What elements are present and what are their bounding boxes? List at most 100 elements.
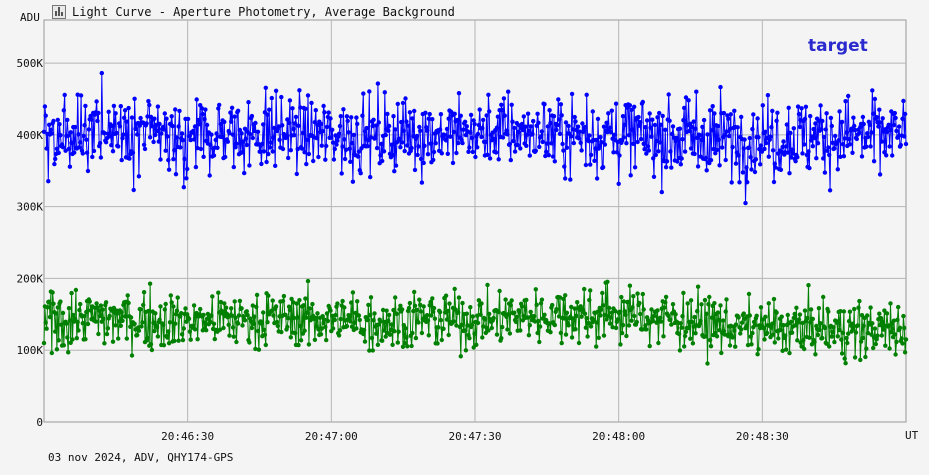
data-point	[552, 322, 557, 328]
data-point	[570, 127, 576, 132]
data-point	[368, 312, 373, 318]
data-point	[166, 157, 171, 163]
data-point	[183, 306, 188, 311]
data-point	[203, 320, 208, 325]
data-point	[594, 320, 600, 325]
data-point	[758, 143, 764, 148]
data-point	[774, 118, 779, 124]
data-point	[379, 141, 384, 147]
data-point	[45, 305, 50, 310]
data-point	[746, 145, 752, 150]
data-point	[688, 146, 694, 151]
data-point	[208, 319, 213, 325]
data-point	[873, 341, 878, 347]
data-point	[319, 143, 324, 148]
data-point	[693, 331, 698, 336]
chart-icon[interactable]	[52, 5, 66, 19]
data-point	[69, 140, 74, 145]
data-point	[662, 305, 667, 310]
data-point	[251, 321, 256, 326]
data-point	[631, 294, 636, 299]
data-point	[54, 347, 60, 352]
data-point	[302, 328, 307, 333]
data-point	[145, 335, 150, 341]
window-title: Light Curve - Aperture Photometry, Avera…	[72, 5, 455, 19]
data-point	[870, 321, 875, 326]
data-point	[109, 143, 114, 148]
data-point	[218, 299, 224, 305]
data-point	[607, 305, 612, 311]
data-point	[607, 321, 613, 326]
data-point	[676, 331, 682, 337]
data-point	[68, 130, 73, 135]
data-point	[505, 327, 510, 332]
data-point	[832, 339, 837, 345]
data-point	[125, 293, 130, 298]
data-point	[497, 288, 502, 294]
data-point	[269, 95, 274, 101]
data-point	[380, 158, 385, 164]
data-point	[648, 125, 653, 130]
data-point	[240, 150, 245, 155]
data-point	[582, 128, 587, 134]
data-point	[771, 179, 777, 185]
data-point	[720, 318, 726, 323]
data-point	[395, 101, 400, 107]
data-point	[448, 134, 453, 139]
data-point	[611, 150, 616, 155]
data-point	[597, 143, 602, 148]
data-point	[707, 294, 712, 300]
data-point	[902, 111, 908, 117]
data-point	[240, 323, 245, 328]
data-point	[769, 125, 774, 130]
data-point	[116, 319, 122, 324]
data-point	[83, 337, 88, 342]
data-point	[141, 302, 146, 308]
data-point	[853, 330, 859, 335]
data-point	[632, 104, 637, 110]
data-point	[739, 327, 744, 332]
data-point	[243, 136, 249, 141]
data-point	[902, 325, 907, 331]
data-point	[460, 140, 465, 146]
data-point	[406, 305, 412, 311]
data-point	[728, 112, 733, 117]
data-point	[736, 153, 741, 158]
data-point	[741, 146, 746, 151]
data-point	[323, 157, 328, 162]
data-point	[454, 150, 459, 156]
data-point	[286, 120, 292, 126]
data-point	[431, 157, 436, 163]
data-point	[279, 329, 284, 335]
data-point	[860, 114, 866, 120]
data-point	[829, 334, 834, 339]
data-point	[275, 323, 280, 329]
data-point	[60, 145, 66, 150]
data-point	[259, 321, 264, 326]
data-point	[65, 117, 70, 123]
data-point	[128, 324, 133, 329]
data-point	[459, 322, 464, 328]
data-point	[122, 108, 128, 113]
data-point	[198, 306, 203, 312]
data-point	[807, 165, 812, 171]
data-point	[49, 131, 54, 136]
data-point	[871, 111, 876, 116]
data-point	[222, 301, 227, 306]
data-point	[682, 344, 687, 349]
data-point	[660, 113, 665, 119]
data-point	[623, 312, 628, 317]
data-point	[172, 338, 177, 344]
data-point	[799, 106, 804, 111]
data-point	[355, 299, 360, 304]
data-point	[528, 124, 533, 129]
data-point	[588, 288, 593, 293]
data-point	[142, 146, 148, 152]
data-point	[543, 153, 548, 159]
data-point	[518, 328, 523, 333]
data-point	[364, 125, 369, 131]
data-point	[893, 115, 898, 121]
data-point	[837, 109, 842, 114]
data-point	[456, 140, 461, 146]
